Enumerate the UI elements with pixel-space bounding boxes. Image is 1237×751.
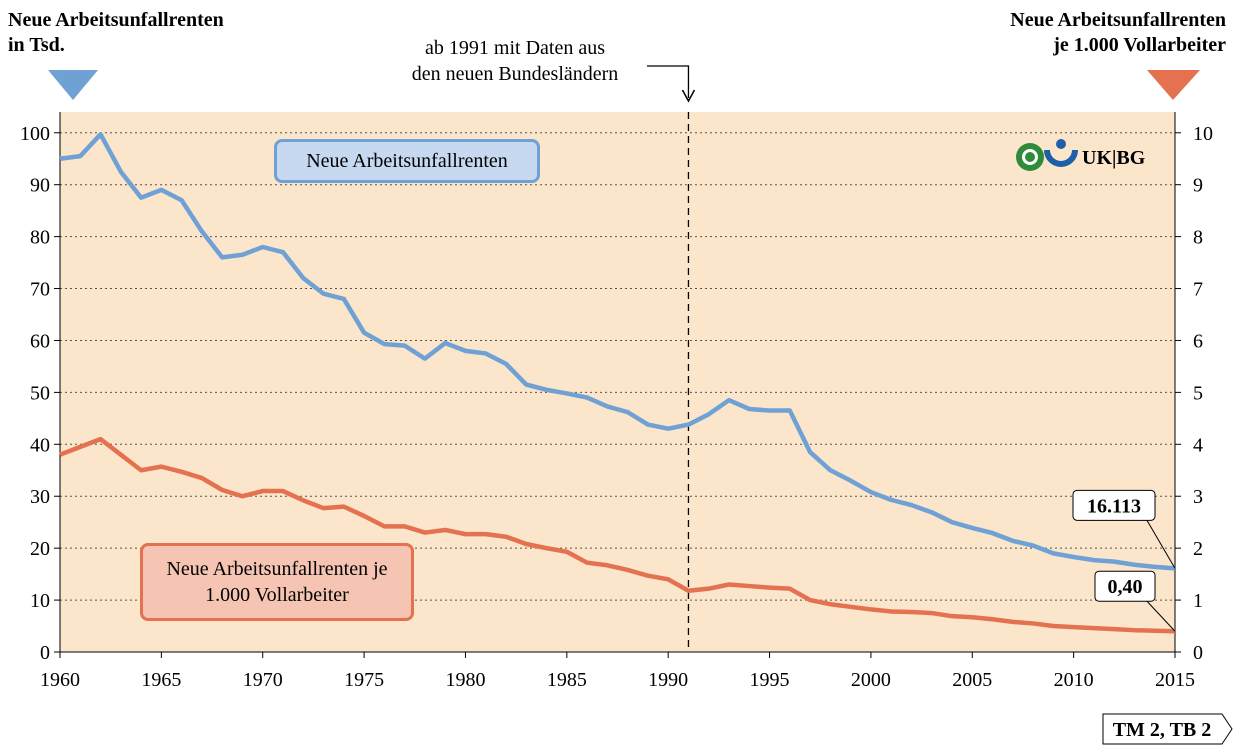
x-tick-label: 1960 (40, 669, 80, 691)
x-tick-label: 2015 (1155, 669, 1195, 691)
annotation-text: ab 1991 mit Daten aus (425, 37, 605, 59)
y2-tick-label: 7 (1193, 279, 1203, 301)
y-tick-label: 30 (30, 486, 50, 508)
y2-tick-label: 10 (1193, 123, 1213, 145)
footer-box (1102, 713, 1233, 745)
y-axis-marker (48, 70, 98, 100)
y2-axis-title: Neue Arbeitsunfallrenten (1010, 9, 1226, 31)
y-tick-label: 0 (40, 642, 50, 664)
y-tick-label: 60 (30, 330, 50, 352)
y2-axis-title: je 1.000 Vollarbeiter (1052, 34, 1226, 56)
y2-axis-marker (1147, 70, 1200, 100)
label-box (1072, 489, 1156, 521)
y2-tick-label: 0 (1193, 642, 1203, 664)
y-tick-label: 40 (30, 434, 50, 456)
label-pointer (1146, 520, 1176, 569)
footer-text: TM 2, TB 2 (1113, 719, 1212, 741)
y-tick-label: 50 (30, 382, 50, 404)
logo-icon (1056, 139, 1066, 149)
legend-entry: Neue Arbeitsunfallrenten je 1.000 Vollar… (140, 543, 414, 621)
y-tick-label: 90 (30, 175, 50, 197)
data-label: 0,40 (1108, 576, 1143, 598)
x-tick-label: 1965 (141, 669, 181, 691)
y-axis-title: Neue Arbeitsunfallrenten (8, 9, 224, 31)
label-box (1094, 570, 1156, 602)
data-label: 16.113 (1087, 495, 1141, 517)
x-tick-label: 1990 (648, 669, 688, 691)
y2-tick-label: 5 (1193, 382, 1203, 404)
series-line (59, 132, 1176, 571)
y2-tick-label: 2 (1193, 538, 1203, 560)
x-tick-label: 1995 (750, 669, 790, 691)
x-tick-label: 2000 (851, 669, 891, 691)
y2-tick-label: 4 (1193, 434, 1203, 456)
annotation-text: den neuen Bundesländern (412, 63, 619, 85)
y2-tick-label: 6 (1193, 330, 1203, 352)
y2-tick-label: 1 (1193, 590, 1203, 612)
logo-text: UK|BG (1082, 147, 1146, 169)
x-tick-label: 1970 (243, 669, 283, 691)
x-tick-label: 1975 (344, 669, 384, 691)
logo-icon (1044, 149, 1078, 167)
y-tick-label: 80 (30, 227, 50, 249)
x-tick-label: 2010 (1054, 669, 1094, 691)
annotation-arrow (647, 65, 690, 98)
label-pointer (1146, 600, 1176, 632)
y-tick-label: 20 (30, 538, 50, 560)
y2-tick-label: 3 (1193, 486, 1203, 508)
logo-icon (1025, 152, 1035, 162)
annotation-arrowhead (681, 89, 696, 103)
series-line (59, 436, 1176, 634)
x-tick-label: 1985 (547, 669, 587, 691)
y-tick-label: 100 (20, 123, 50, 145)
y2-tick-label: 9 (1193, 175, 1203, 197)
legend-entry: Neue Arbeitsunfallrenten (274, 139, 540, 183)
y-tick-label: 70 (30, 279, 50, 301)
y2-tick-label: 8 (1193, 227, 1203, 249)
y-axis-title: in Tsd. (8, 34, 65, 56)
y-tick-label: 10 (30, 590, 50, 612)
x-tick-label: 2005 (952, 669, 992, 691)
x-tick-label: 1980 (445, 669, 485, 691)
